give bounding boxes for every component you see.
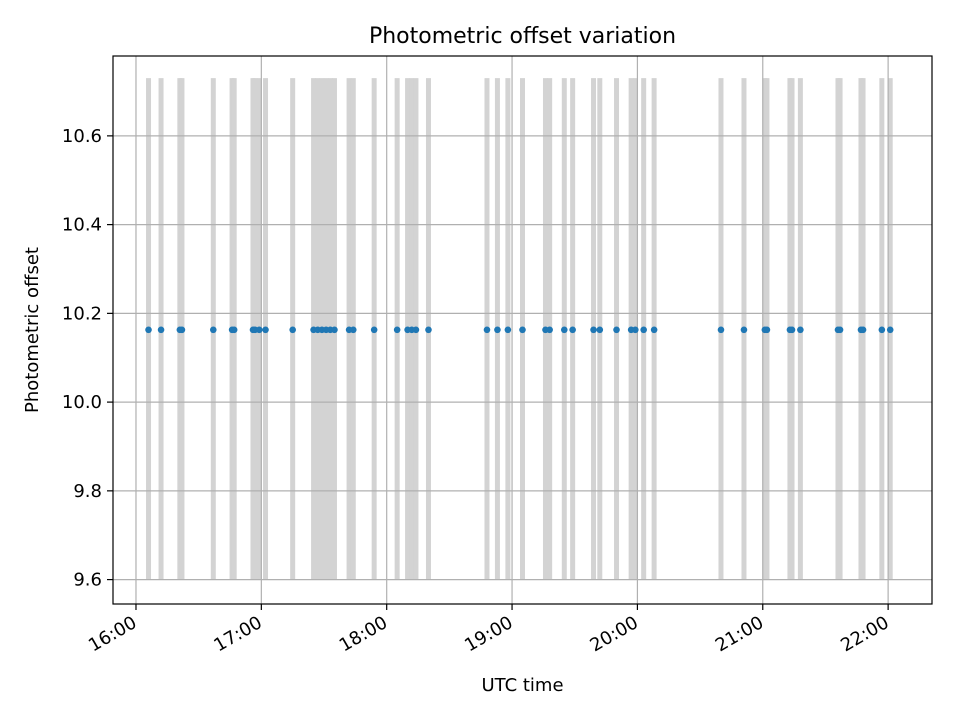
x-tick-label: 17:00 xyxy=(210,612,265,656)
y-tick-label: 9.6 xyxy=(73,570,102,591)
y-tick-label: 10.0 xyxy=(62,392,102,413)
data-point xyxy=(632,326,639,334)
points-layer xyxy=(145,326,894,334)
data-point xyxy=(504,326,512,334)
data-point xyxy=(145,326,152,334)
data-point xyxy=(740,326,748,334)
data-point xyxy=(650,326,658,334)
x-tick-label: 19:00 xyxy=(461,612,516,656)
y-axis-title: Photometric offset xyxy=(22,247,43,413)
data-point xyxy=(331,326,338,334)
chart-title: Photometric offset variation xyxy=(369,24,676,49)
x-tick-label: 22:00 xyxy=(837,612,892,656)
y-tick-label: 9.8 xyxy=(73,481,102,502)
x-tick-label: 21:00 xyxy=(712,612,767,656)
data-point xyxy=(596,326,604,334)
y-tick-label: 10.2 xyxy=(62,303,102,324)
data-point xyxy=(788,326,796,334)
data-point xyxy=(483,326,491,334)
data-point xyxy=(393,326,401,334)
data-point xyxy=(590,326,597,334)
data-point xyxy=(797,326,804,334)
x-tick-label: 20:00 xyxy=(586,612,641,656)
y-tick-label: 10.4 xyxy=(62,215,102,236)
data-point xyxy=(494,326,501,334)
data-point xyxy=(209,326,217,334)
data-point xyxy=(370,326,378,334)
x-tick-label: 18:00 xyxy=(336,612,391,656)
data-point xyxy=(289,326,296,334)
data-point xyxy=(519,326,526,334)
data-point xyxy=(560,326,568,334)
plot-frame xyxy=(112,55,933,605)
data-point xyxy=(886,326,894,334)
data-point xyxy=(836,326,844,334)
x-tick-label: 16:00 xyxy=(85,612,140,656)
data-point xyxy=(859,326,867,334)
data-point xyxy=(230,326,238,334)
data-point xyxy=(569,326,576,334)
data-point xyxy=(640,326,647,334)
y-tick-label: 10.6 xyxy=(62,126,102,147)
data-point xyxy=(546,326,553,334)
data-point xyxy=(717,326,725,334)
data-point xyxy=(412,326,420,334)
data-point xyxy=(349,326,357,334)
data-point xyxy=(613,326,620,334)
data-point xyxy=(425,326,432,334)
data-point xyxy=(763,326,771,334)
data-point xyxy=(262,326,269,334)
data-point xyxy=(178,326,186,334)
data-point xyxy=(878,326,886,334)
x-axis-title: UTC time xyxy=(481,675,563,696)
data-point xyxy=(157,326,165,334)
data-point xyxy=(255,326,263,334)
